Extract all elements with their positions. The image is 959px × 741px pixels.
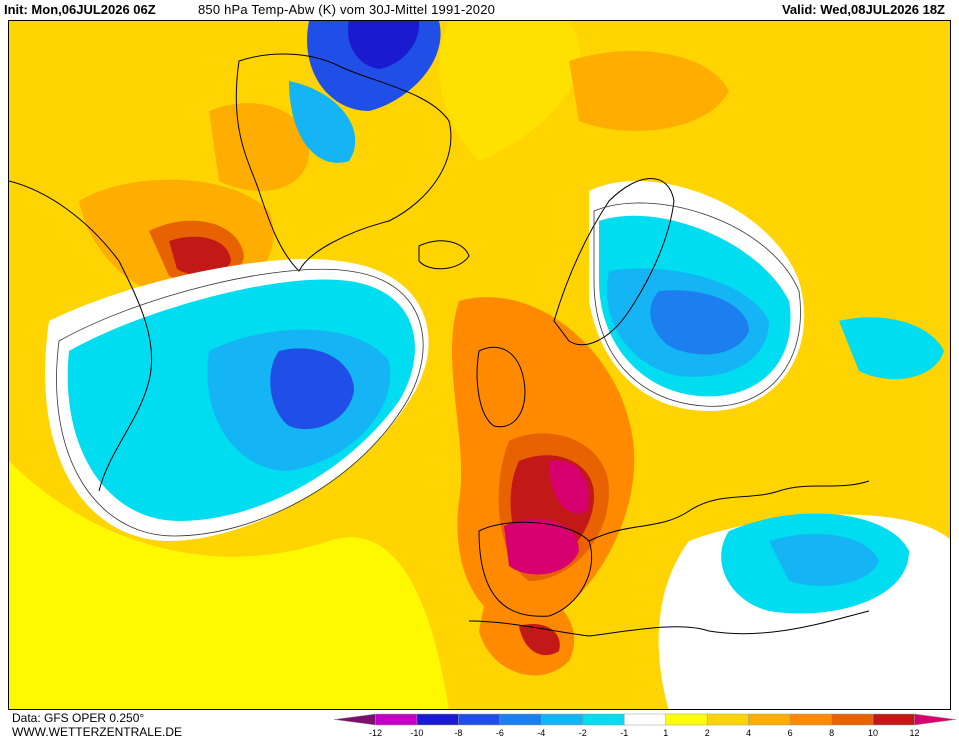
legend-tick-label: 12 bbox=[910, 728, 920, 738]
legend-swatch bbox=[831, 713, 874, 726]
legend-tick-label: -2 bbox=[579, 728, 587, 738]
legend-swatch bbox=[416, 713, 459, 726]
contour-north-atlantic bbox=[56, 268, 424, 537]
coast-africa bbox=[468, 610, 870, 637]
legend-tick-label: -1 bbox=[620, 728, 628, 738]
legend-tick-label: 4 bbox=[746, 728, 751, 738]
legend-swatch bbox=[789, 713, 832, 726]
hotter-labrador bbox=[169, 236, 231, 276]
coast-north-america bbox=[9, 180, 153, 492]
legend-swatch bbox=[706, 713, 749, 726]
legend-swatch bbox=[458, 713, 501, 726]
orange-scandinavia-north bbox=[569, 51, 729, 131]
legend-tick-label: 6 bbox=[788, 728, 793, 738]
color-legend: -12 -10 -8 -6 -4 -2 -1 1 2 4 6 8 10 12 bbox=[333, 713, 957, 738]
legend-swatch bbox=[375, 713, 418, 726]
coast-iceland bbox=[418, 240, 470, 270]
deep-blue-greenland-north bbox=[348, 21, 420, 69]
yellow-north bbox=[439, 21, 580, 161]
coast-greenland bbox=[235, 53, 452, 272]
legend-swatch bbox=[872, 713, 915, 726]
legend-swatch bbox=[624, 713, 666, 726]
website-link[interactable]: WWW.WETTERZENTRALE.DE bbox=[12, 725, 182, 739]
legend-swatch bbox=[748, 713, 791, 726]
cyan-russia bbox=[839, 317, 944, 380]
coast-british-isles bbox=[476, 346, 526, 428]
legend-swatch bbox=[582, 713, 625, 726]
valid-time: Valid: Wed,08JUL2026 18Z bbox=[781, 2, 945, 17]
coast-europe-south bbox=[588, 480, 870, 542]
legend-swatch bbox=[333, 713, 376, 726]
legend-tick-label: 1 bbox=[663, 728, 668, 738]
footer-credits: Data: GFS OPER 0.250° WWW.WETTERZENTRALE… bbox=[12, 711, 182, 739]
data-source: Data: GFS OPER 0.250° bbox=[12, 711, 145, 725]
legend-tick-label: -10 bbox=[410, 728, 423, 738]
extreme-france bbox=[549, 460, 589, 514]
legend-tick-label: -6 bbox=[496, 728, 504, 738]
legend-swatch bbox=[914, 713, 957, 726]
hot-morocco bbox=[519, 623, 560, 656]
legend-tick-label: 10 bbox=[868, 728, 878, 738]
legend-tick-label: -8 bbox=[454, 728, 462, 738]
legend-tick-label: -4 bbox=[537, 728, 545, 738]
legend-swatch bbox=[541, 713, 584, 726]
map-title: 850 hPa Temp-Abw (K) vom 30J-Mittel 1991… bbox=[198, 2, 496, 17]
deep-blue-north-atlantic bbox=[270, 348, 354, 430]
legend-tick-label: 8 bbox=[829, 728, 834, 738]
legend-swatch bbox=[665, 713, 708, 726]
orange-greenland-west bbox=[209, 103, 309, 191]
temperature-anomaly-map[interactable] bbox=[8, 20, 951, 710]
legend-swatch bbox=[499, 713, 542, 726]
contour-scandinavia bbox=[593, 202, 801, 407]
map-header: Init: Mon,06JUL2026 06Z 850 hPa Temp-Abw… bbox=[0, 0, 959, 20]
coast-iberia bbox=[478, 521, 593, 617]
coast-scandinavia bbox=[553, 178, 675, 346]
deep-blue-baltic bbox=[650, 290, 749, 355]
blue-mediterranean bbox=[769, 533, 879, 586]
legend-tick-label: -12 bbox=[369, 728, 382, 738]
yellow-south-atlantic bbox=[9, 461, 449, 709]
init-time: Init: Mon,06JUL2026 06Z bbox=[4, 2, 156, 17]
legend-tick-label: 2 bbox=[705, 728, 710, 738]
cyan-greenland bbox=[289, 81, 356, 163]
extreme-iberia bbox=[504, 519, 579, 575]
